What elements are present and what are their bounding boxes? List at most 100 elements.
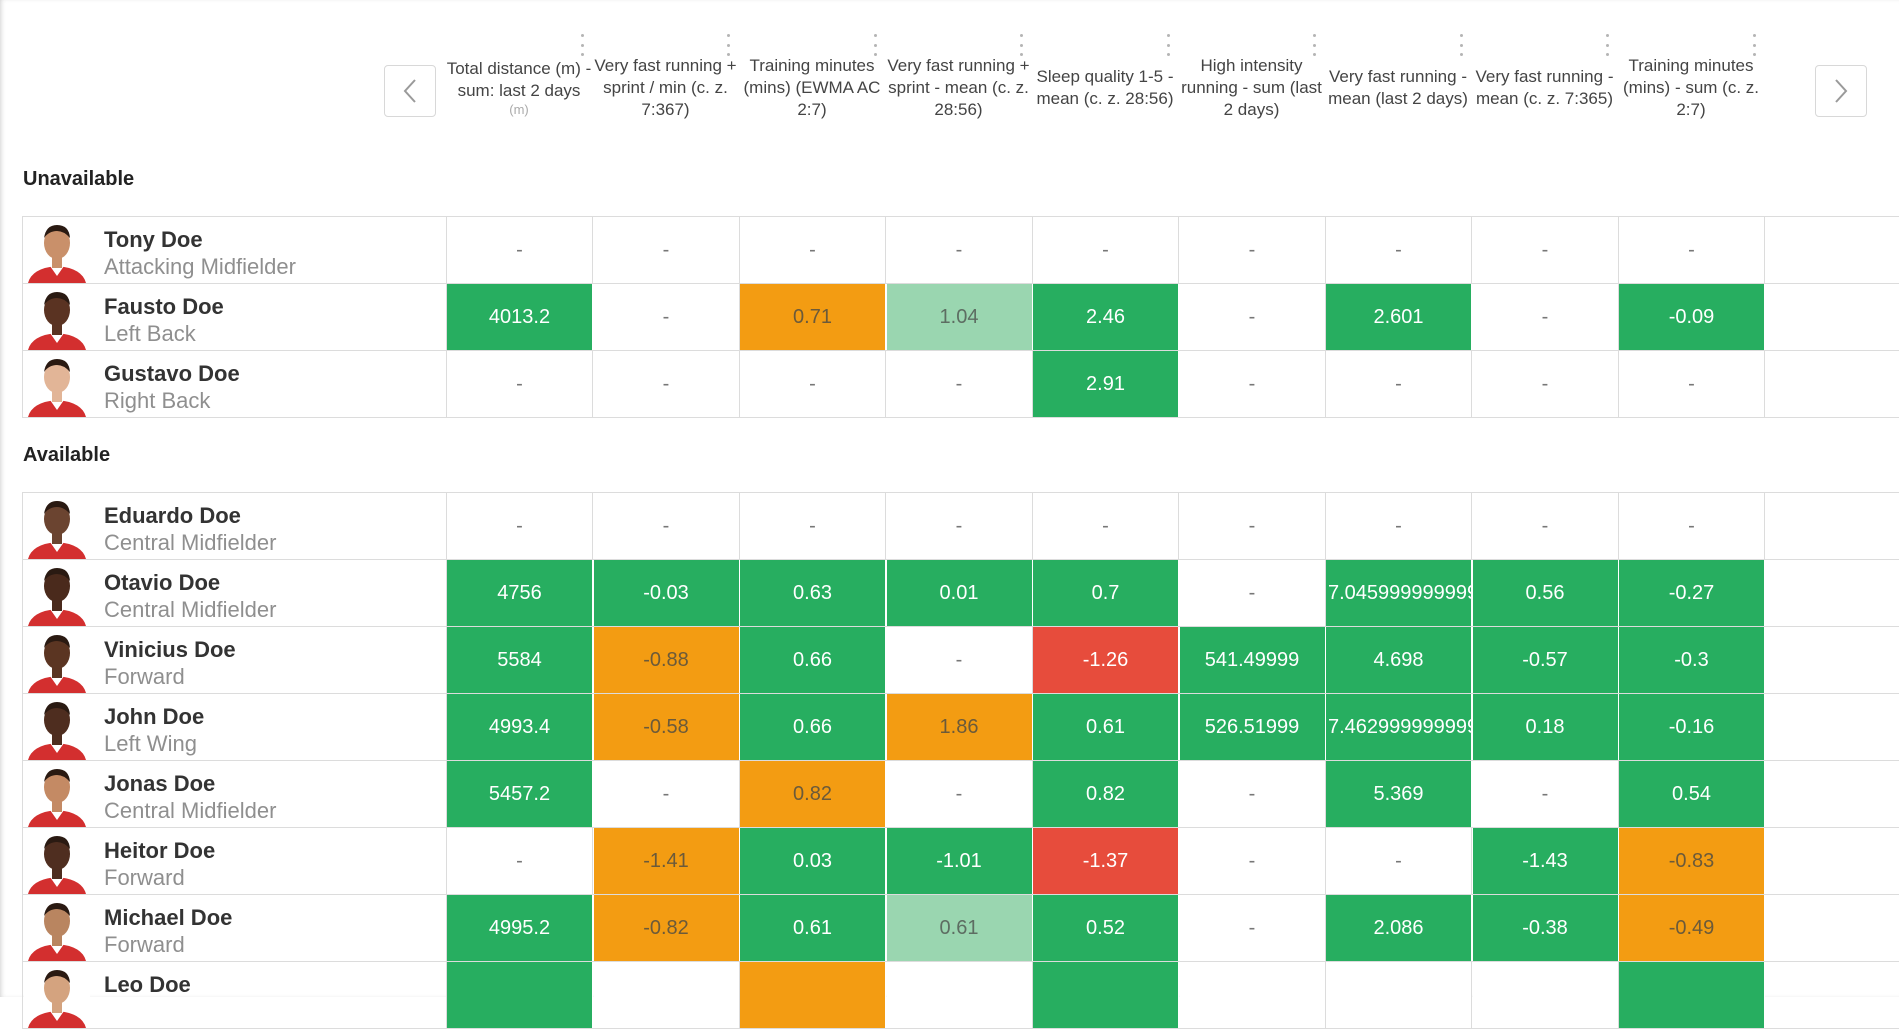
column-header-label: High intensity running - sum (last 2 day… (1181, 56, 1322, 119)
metric-cell: 541.49999 (1179, 627, 1326, 693)
metric-cell: 7.462999999999 (1326, 694, 1472, 760)
player-position: Left Wing (104, 731, 197, 756)
metric-cell: - (1033, 217, 1179, 283)
metric-cell: -1.37 (1033, 828, 1179, 894)
column-menu-icon[interactable] (872, 34, 878, 56)
metric-cell: -0.03 (593, 560, 740, 626)
avatar (24, 695, 90, 760)
column-header-label: Very fast running + sprint / min (c. z. … (594, 56, 737, 119)
column-menu-icon[interactable] (1605, 34, 1611, 56)
metric-cell: - (740, 493, 886, 559)
player-row[interactable]: Jonas Doe Central Midfielder 5457.2-0.82-0… (22, 761, 1899, 828)
metric-cell: - (447, 493, 593, 559)
metric-cell: 0.52 (1033, 895, 1179, 961)
player-cell[interactable]: Gustavo Doe Right Back (23, 351, 447, 418)
player-row[interactable]: Gustavo Doe Right Back - - - -2.91- - - - (22, 351, 1899, 418)
player-cell[interactable]: Eduardo Doe Central Midfielder (23, 493, 447, 560)
column-menu-icon[interactable] (579, 34, 585, 56)
column-header[interactable]: Training minutes (mins) (EWMA AC 2:7) (739, 40, 885, 136)
avatar (24, 494, 90, 559)
player-row[interactable]: Otavio Doe Central Midfielder 4756 -0.03 0.6… (22, 560, 1899, 627)
metric-cell: 2.46 (1033, 284, 1179, 350)
metric-cell: - (593, 761, 740, 827)
metric-cell: 5.369 (1326, 761, 1472, 827)
column-header[interactable]: Sleep quality 1-5 - mean (c. z. 28:56) (1032, 40, 1178, 136)
metric-cell: - (593, 284, 740, 350)
player-name[interactable]: Vinicius Doe (104, 637, 236, 662)
player-name[interactable]: Tony Doe (104, 227, 203, 252)
column-menu-icon[interactable] (1019, 34, 1025, 56)
player-name[interactable]: Jonas Doe (104, 771, 216, 796)
player-position: Right Back (104, 388, 211, 413)
metric-cell: - (1179, 828, 1326, 894)
metric-cell: -0.27 (1619, 560, 1765, 626)
player-row[interactable]: Heitor Doe Forward - -1.41 0.03 -1.01 -1.37- - -… (22, 828, 1899, 895)
player-cell[interactable]: Tony Doe Attacking Midfielder (23, 217, 447, 284)
player-name[interactable]: Leo Doe (104, 972, 191, 997)
metric-cell: - (1326, 493, 1472, 559)
metric-cell: -0.49 (1619, 895, 1765, 961)
column-menu-icon[interactable] (1312, 34, 1318, 56)
avatar (24, 285, 90, 350)
avatar (24, 829, 90, 894)
metric-cell: - (1472, 761, 1619, 827)
metric-cell: - (886, 493, 1033, 559)
player-cell[interactable]: John Doe Left Wing (23, 694, 447, 761)
column-header-label: Very fast running - mean (last 2 days) (1328, 67, 1468, 108)
player-table: Tony Doe Attacking Midfielder - - - - - - - - - Fau… (22, 216, 1899, 418)
player-cell[interactable]: Otavio Doe Central Midfielder (23, 560, 447, 627)
column-header[interactable]: Total distance (m) - sum: last 2 days (m) (446, 40, 592, 136)
player-row[interactable]: Michael Doe Forward 4995.2 -0.82 0.61 0.61 0.5… (22, 895, 1899, 962)
metric-cell (740, 962, 886, 1028)
column-header-unit: (m) (509, 102, 529, 117)
player-cell[interactable]: Heitor Doe Forward (23, 828, 447, 895)
avatar (24, 762, 90, 827)
metric-cell: - (886, 217, 1033, 283)
scroll-right-button[interactable] (1815, 65, 1867, 117)
column-header[interactable]: Training minutes (mins) - sum (c. z. 2:7… (1618, 40, 1764, 136)
metric-cell: - (593, 351, 740, 417)
player-row[interactable]: Eduardo Doe Central Midfielder - - - - - - - - - (22, 493, 1899, 560)
metric-cell: - (1619, 217, 1765, 283)
column-header[interactable]: Very fast running + sprint / min (c. z. … (593, 40, 739, 136)
player-row[interactable]: Vinicius Doe Forward 5584 -0.88 0.66- -1.26 54… (22, 627, 1899, 694)
player-position: Left Back (104, 321, 196, 346)
metric-cell (1619, 962, 1765, 1028)
player-cell[interactable]: Fausto Doe Left Back (23, 284, 447, 351)
player-cell[interactable]: Jonas Doe Central Midfielder (23, 761, 447, 828)
player-cell[interactable]: Leo Doe (23, 962, 447, 1029)
chevron-right-icon (1835, 79, 1848, 103)
player-name[interactable]: John Doe (104, 704, 205, 729)
player-name[interactable]: Heitor Doe (104, 838, 216, 863)
player-cell[interactable]: Michael Doe Forward (23, 895, 447, 962)
player-row[interactable]: John Doe Left Wing 4993.4 -0.58 0.66 1.86 0.61… (22, 694, 1899, 761)
player-name[interactable]: Michael Doe (104, 905, 233, 930)
column-menu-icon[interactable] (726, 34, 732, 56)
column-menu-icon[interactable] (1165, 34, 1171, 56)
player-cell[interactable]: Vinicius Doe Forward (23, 627, 447, 694)
metric-cell: - (1472, 284, 1619, 350)
metric-cell (886, 962, 1033, 1028)
player-name[interactable]: Gustavo Doe (104, 361, 240, 386)
player-name[interactable]: Fausto Doe (104, 294, 224, 319)
metric-cell: -0.16 (1619, 694, 1765, 760)
section-label: Unavailable (23, 168, 135, 190)
metric-cell: 5584 (447, 627, 593, 693)
metric-cell: - (1179, 284, 1326, 350)
column-header[interactable]: Very fast running + sprint - mean (c. z.… (886, 40, 1032, 136)
player-name[interactable]: Eduardo Doe (104, 503, 241, 528)
column-menu-icon[interactable] (1751, 34, 1757, 56)
column-header-label: Training minutes (mins) (EWMA AC 2:7) (743, 56, 881, 119)
player-row[interactable]: Tony Doe Attacking Midfielder - - - - - - - - - (22, 217, 1899, 284)
column-menu-icon[interactable] (1458, 34, 1464, 56)
metric-cell: -0.38 (1472, 895, 1619, 961)
scroll-left-button[interactable] (384, 65, 436, 117)
metric-cell: -0.57 (1472, 627, 1619, 693)
column-header-label: Training minutes (mins) - sum (c. z. 2:7… (1623, 56, 1759, 119)
column-header[interactable]: Very fast running - mean (last 2 days) (1325, 40, 1471, 136)
player-row[interactable]: Leo Doe (22, 962, 1899, 1029)
player-row[interactable]: Fausto Doe Left Back 4013.2-0.71 1.04 2.46-2… (22, 284, 1899, 351)
column-header[interactable]: High intensity running - sum (last 2 day… (1179, 40, 1325, 136)
player-name[interactable]: Otavio Doe (104, 570, 221, 595)
column-header[interactable]: Very fast running - mean (c. z. 7:365) (1472, 40, 1618, 136)
